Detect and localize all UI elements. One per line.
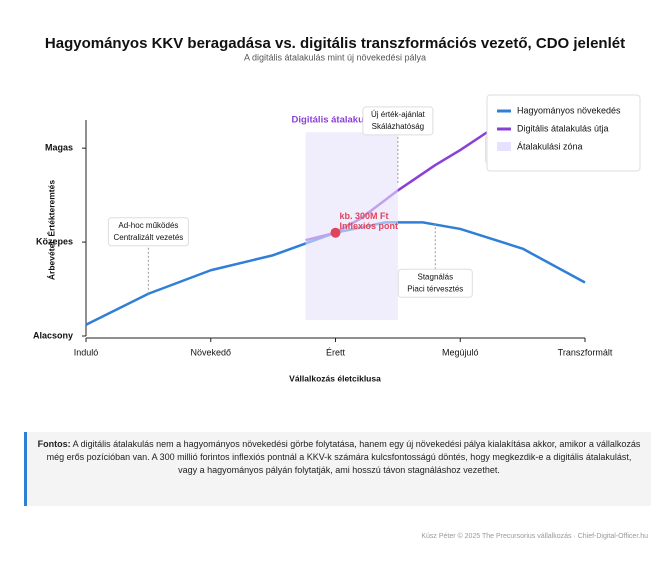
chart: Hagyományos KKV beragadása vs. digitális…	[33, 35, 641, 383]
chart-title: Hagyományos KKV beragadása vs. digitális…	[45, 35, 625, 52]
legend-box	[486, 94, 641, 172]
y-tick-label: Alacsony	[33, 330, 73, 340]
footer: Kúsz Péter © 2025 The Precursorius válla…	[421, 533, 648, 540]
x-axis-label: Vállalkozás életciklusa	[289, 373, 381, 383]
annotation-box	[362, 106, 434, 136]
note: Fontos: A digitális átalakulás nem a hag…	[24, 432, 651, 506]
annotation-text: Centralizált vezetés	[113, 233, 183, 242]
x-tick-label: Induló	[74, 347, 99, 357]
x-tick-label: Érett	[326, 347, 346, 357]
legend-label: Digitális átalakulás útja	[517, 123, 609, 133]
annotation-text: Piaci térvesztés	[407, 284, 463, 293]
annotation-text: Skálázhatóság	[372, 122, 424, 131]
inflection-label: kb. 300M Ft	[340, 211, 389, 221]
zone-label: Digitális átalakulás	[292, 115, 378, 126]
annotation-box	[397, 268, 473, 298]
x-tick-label: Transzformált	[558, 347, 613, 357]
y-tick-label: Közepes	[36, 236, 73, 246]
y-tick-label: Magas	[45, 143, 73, 153]
transformation-zone	[305, 132, 398, 321]
legend-label: Hagyományos növekedés	[517, 105, 621, 115]
annotation-text: Stagnálás	[418, 272, 454, 281]
legend-swatch	[497, 142, 511, 151]
chart-subtitle: A digitális átalakulás mint új növekedés…	[244, 52, 426, 62]
note-label: Fontos:	[37, 439, 71, 449]
x-tick-label: Megújuló	[442, 347, 479, 357]
note-text: A digitális átalakulás nem a hagyományos…	[46, 439, 641, 475]
inflection-point	[330, 227, 341, 238]
x-tick-label: Növekedő	[190, 347, 231, 357]
legend-label: Átalakulási zóna	[517, 141, 583, 151]
annotation-box	[107, 217, 189, 247]
inflection-label: Inflexiós pont	[340, 221, 399, 231]
annotation-text: Új érték-ajánlat	[371, 110, 426, 119]
annotation-text: Ad-hoc működés	[118, 221, 178, 230]
y-axis-label: Árbevétel, Értékteremtés	[46, 180, 56, 280]
